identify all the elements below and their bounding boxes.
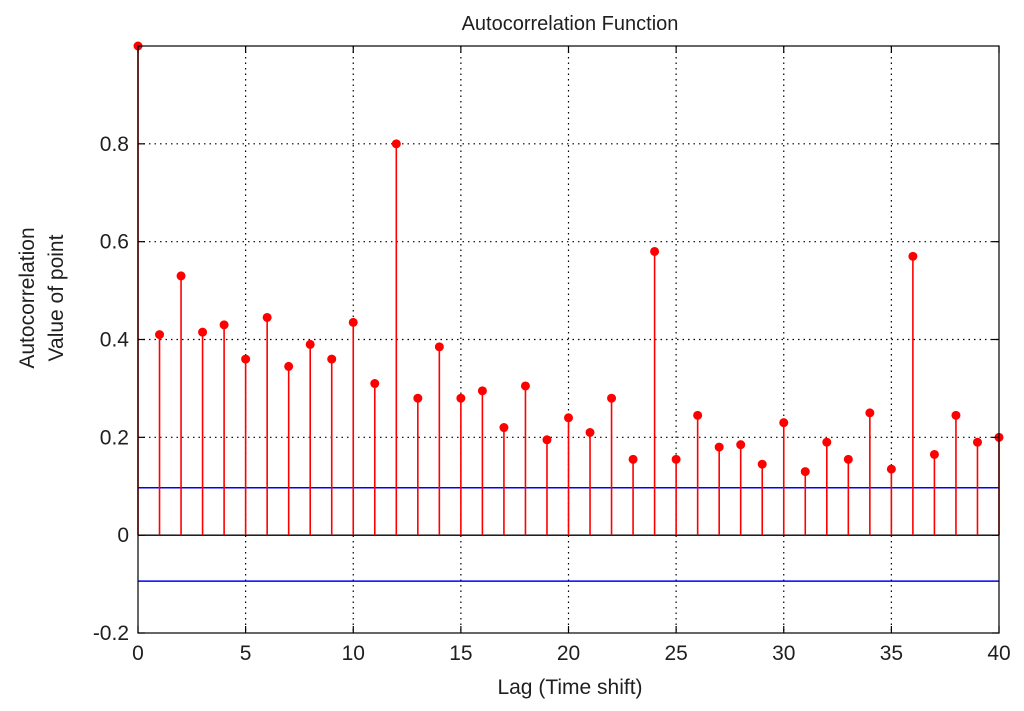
y-tick-label: 0.8: [100, 133, 129, 156]
x-tick-label: 20: [557, 642, 580, 665]
stem-marker: [628, 454, 638, 464]
stem-marker: [520, 381, 530, 391]
stem-marker: [564, 413, 573, 423]
stem-marker: [413, 393, 423, 403]
stem-marker: [736, 440, 746, 450]
stem-marker: [693, 410, 703, 420]
stem-marker: [391, 139, 401, 149]
stem-marker: [499, 423, 509, 433]
stem-marker: [305, 339, 315, 349]
stem-marker: [779, 418, 789, 428]
stem-marker: [607, 393, 617, 403]
stem-marker: [241, 354, 251, 364]
x-tick-label: 0: [132, 642, 144, 665]
stem-marker: [972, 437, 982, 447]
stem-marker: [865, 408, 875, 418]
stem-marker: [434, 342, 444, 352]
stem-marker: [671, 454, 681, 464]
axis-ticks: [137, 46, 1000, 634]
stem-series: [133, 41, 1004, 536]
stem-marker: [198, 327, 208, 337]
stem-marker: [843, 454, 853, 464]
stem-marker: [757, 459, 767, 469]
chart-title: Autocorrelation Function: [462, 13, 679, 35]
stem-marker: [262, 312, 272, 322]
stem-marker: [822, 437, 832, 447]
stem-marker: [477, 386, 487, 396]
stem-marker: [176, 271, 186, 281]
stem-marker: [650, 246, 660, 256]
x-tick-label: 30: [772, 642, 795, 665]
y-tick-label: 0.4: [100, 329, 130, 352]
y-tick-label: 0: [117, 524, 129, 547]
stem-marker: [951, 410, 961, 420]
stem-marker: [800, 467, 810, 477]
tick-labels: 0 5 10 15 20 25 30 35 40-0.200.20.40.60.8: [93, 133, 1011, 665]
stem-marker: [714, 442, 724, 452]
x-axis-label: Lag (Time shift): [497, 676, 642, 699]
x-tick-label: 40: [987, 642, 1010, 665]
stem-marker: [370, 379, 380, 389]
stem-marker: [908, 251, 918, 261]
stem-marker: [348, 317, 358, 327]
y-axis-label: Autocorrelation Value of point: [16, 227, 68, 368]
y-tick-label: 0.2: [100, 426, 129, 449]
stem-marker: [327, 354, 337, 364]
y-axis-label-line-2: Value of point: [45, 234, 68, 361]
x-tick-label: 10: [342, 642, 365, 665]
y-tick-label: 0.6: [100, 231, 129, 254]
stem-marker: [456, 393, 466, 403]
stem-marker: [929, 449, 939, 459]
stem-marker: [585, 427, 595, 437]
stem-marker: [886, 464, 896, 474]
y-tick-label: -0.2: [93, 622, 129, 645]
stem-marker: [542, 435, 552, 445]
y-axis-label-line-1: Autocorrelation: [16, 227, 39, 368]
stem-marker: [284, 361, 294, 371]
x-tick-label: 35: [880, 642, 903, 665]
x-tick-label: 15: [449, 642, 472, 665]
x-tick-label: 25: [664, 642, 687, 665]
stem-marker: [155, 330, 165, 340]
stem-marker: [219, 320, 229, 330]
x-tick-label: 5: [240, 642, 252, 665]
